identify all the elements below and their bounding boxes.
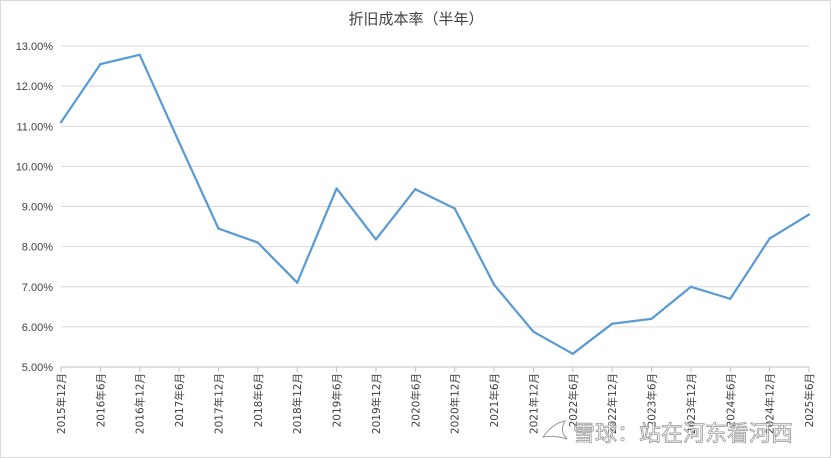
y-tick-label: 11.00%	[17, 121, 54, 133]
data-point	[414, 188, 417, 191]
data-point	[453, 207, 456, 210]
x-tick-label: 2019年12月	[370, 373, 383, 434]
x-tick-label: 2016年12月	[134, 373, 147, 434]
y-tick-label: 9.00%	[22, 202, 53, 214]
data-point	[99, 62, 102, 66]
x-tick-label: 2024年12月	[764, 373, 777, 434]
data-point	[256, 241, 260, 244]
data-point	[217, 227, 220, 230]
data-point	[492, 283, 496, 286]
y-tick-label: 5.00%	[22, 362, 53, 374]
x-tick-label: 2017年12月	[212, 373, 225, 434]
data-point	[650, 317, 653, 321]
x-tick-label: 2022年6月	[567, 373, 580, 427]
y-tick-label: 13.00%	[16, 41, 54, 53]
data-point	[532, 330, 535, 333]
data-point	[571, 352, 574, 355]
data-point	[729, 297, 732, 300]
data-point	[768, 237, 771, 240]
x-tick-label: 2018年6月	[252, 373, 265, 427]
gridlines	[61, 45, 809, 368]
y-tick-label: 6.00%	[22, 322, 53, 334]
y-tick-label: 12.00%	[16, 81, 54, 93]
data-point	[374, 238, 378, 241]
watermark: 雪球：站在河东看河西	[541, 420, 793, 447]
data-point	[807, 213, 811, 216]
data-point	[59, 121, 63, 124]
watermark-text: 雪球：站在河东看河西	[573, 422, 793, 447]
data-point	[138, 53, 141, 57]
x-tick-label: 2022年12月	[606, 373, 619, 434]
x-tick-label: 2018年12月	[291, 373, 304, 434]
x-axis: 2015年12月 2016年6月 2016年12月 2017年6月 2017年12月 20…	[55, 366, 816, 434]
x-tick-label: 2016年6月	[94, 373, 107, 427]
data-point	[177, 141, 181, 144]
data-point	[689, 285, 693, 288]
x-tick-label: 2021年6月	[488, 373, 501, 427]
x-tick-label: 2020年6月	[409, 373, 422, 427]
chart-title: 折旧成本率（半年）	[348, 10, 483, 28]
x-tick-label: 2021年12月	[527, 373, 540, 434]
y-tick-label: 10.00%	[16, 161, 54, 173]
series-line	[60, 53, 810, 355]
data-point	[296, 281, 299, 284]
data-point	[610, 322, 614, 325]
x-tick-label: 2019年6月	[331, 373, 344, 427]
x-tick-label: 2023年12月	[685, 373, 698, 434]
x-tick-label: 2024年6月	[724, 373, 737, 427]
series-layer	[59, 53, 811, 355]
y-tick-label: 7.00%	[22, 282, 53, 294]
y-axis: 5.00% 6.00% 7.00% 8.00% 9.00% 10.00% 11.00% 12.…	[16, 41, 54, 374]
x-tick-label: 2025年6月	[803, 373, 816, 427]
x-tick-label: 2017年6月	[173, 373, 186, 427]
y-tick-label: 8.00%	[22, 242, 53, 254]
x-tick-label: 2023年6月	[646, 373, 659, 427]
data-point	[335, 187, 338, 190]
x-tick-label: 2020年12月	[449, 373, 462, 434]
x-tick-label: 2015年12月	[55, 373, 68, 434]
xueqiu-logo-icon	[541, 420, 568, 440]
